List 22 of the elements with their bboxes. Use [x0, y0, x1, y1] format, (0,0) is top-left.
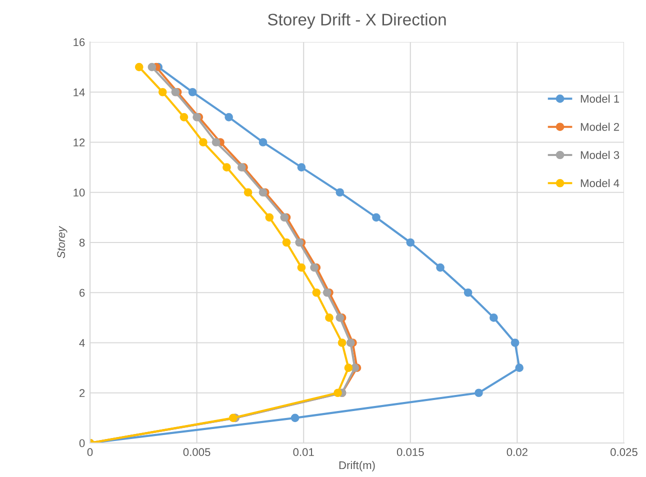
legend-label: Model 1 — [580, 94, 620, 103]
x-tick-label: 0.005 — [183, 448, 210, 456]
x-tick-label: 0.025 — [610, 448, 638, 456]
x-tick-label: 0.015 — [396, 448, 424, 456]
y-tick-label: 12 — [74, 138, 85, 146]
x-tick-label: 0.02 — [506, 448, 528, 456]
y-tick-label: 14 — [74, 88, 85, 96]
legend-label: Model 4 — [580, 178, 620, 188]
y-tick-label: 4 — [79, 339, 85, 347]
chart-title: Storey Drift - X Direction — [268, 13, 446, 29]
y-tick-label: 8 — [79, 238, 85, 247]
y-tick-label: 0 — [79, 439, 85, 448]
y-tick-label: 6 — [80, 288, 85, 297]
y-tick-label: 10 — [74, 188, 85, 197]
x-tick-label: 0.01 — [293, 448, 314, 456]
y-tick-label: 16 — [74, 38, 85, 46]
y-axis-title: Storey — [57, 226, 68, 258]
y-tick-label: 2 — [80, 389, 85, 397]
legend-label: Model 3 — [580, 150, 620, 159]
x-axis-title: Drift(m) — [339, 460, 375, 472]
x-tick-label: 0 — [87, 448, 93, 456]
legend-label: Model 2 — [580, 122, 619, 131]
